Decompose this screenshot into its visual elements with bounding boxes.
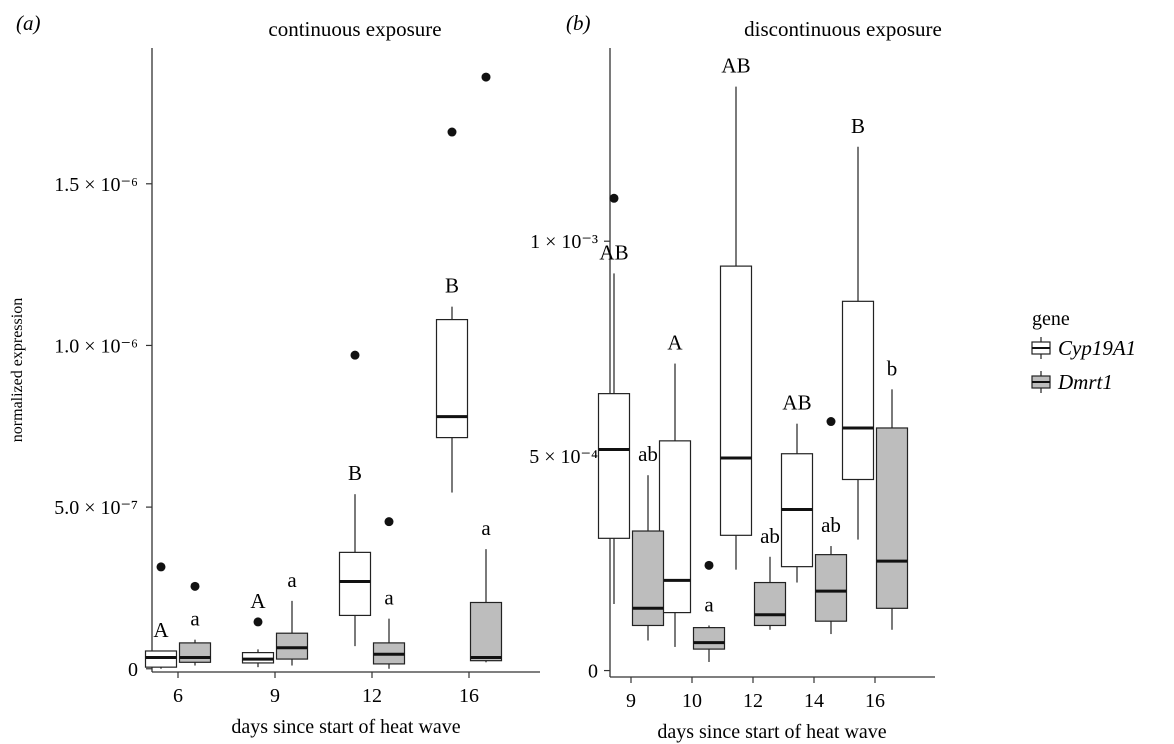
significance-letter: AB xyxy=(721,54,750,78)
box-iqr xyxy=(753,581,787,627)
significance-letter: ab xyxy=(638,442,658,466)
panel-b-x-tick-label: 14 xyxy=(804,690,824,712)
panel-a-y-tick-label: 1.0 × 10⁻⁶ xyxy=(54,335,138,357)
box-iqr xyxy=(469,601,503,662)
panel-a-y-tick-label: 0 xyxy=(128,659,138,681)
significance-letter: A xyxy=(250,589,266,613)
panel-b-box-dmrt1-12: ab xyxy=(753,524,787,630)
panel-a-continuous-exposure: (a) continuous exposure normalized expre… xyxy=(9,11,540,738)
legend-item-dmrt1: Dmrt1 xyxy=(1031,370,1113,394)
box-iqr xyxy=(719,265,753,536)
panel-b-box-dmrt1-10: a xyxy=(692,560,726,662)
legend-item-label: Cyp19A1 xyxy=(1058,336,1136,360)
panel-a-x-axis-title: days since start of heat wave xyxy=(231,716,460,738)
outlier-point xyxy=(156,562,166,572)
box-iqr xyxy=(814,554,848,622)
box-iqr xyxy=(841,300,875,481)
panel-a-box-cyp19a1-9: A xyxy=(241,589,275,668)
panel-a-box-dmrt1-6: a xyxy=(178,581,212,666)
panel-a-box-dmrt1-12: a xyxy=(372,517,406,669)
box-iqr xyxy=(338,551,372,617)
outlier-point xyxy=(384,517,394,527)
box-iqr xyxy=(144,650,178,668)
outlier-point xyxy=(481,72,491,82)
significance-letter: A xyxy=(667,331,683,355)
panel-a-x-tick-label: 12 xyxy=(362,685,382,707)
significance-letter: a xyxy=(190,607,200,631)
panel-b-y-tick-label: 5 × 10⁻⁴ xyxy=(529,446,598,468)
panel-b-box-cyp19a1-9: AB xyxy=(597,193,631,605)
outlier-point xyxy=(350,350,360,360)
significance-letter: b xyxy=(887,356,898,380)
outlier-point xyxy=(447,127,457,137)
panel-a-y-tick-label: 1.5 × 10⁻⁶ xyxy=(54,174,138,196)
box-iqr xyxy=(597,393,631,539)
significance-letter: ab xyxy=(760,524,780,548)
legend-title: gene xyxy=(1032,308,1070,330)
significance-letter: B xyxy=(445,274,459,298)
panel-b-x-tick-label: 10 xyxy=(682,690,702,712)
significance-letter: ab xyxy=(821,513,841,537)
outlier-point xyxy=(826,417,836,427)
box-iqr xyxy=(875,427,909,609)
box-iqr xyxy=(178,642,212,663)
panel-b-box-cyp19a1-14: AB xyxy=(780,391,814,583)
panel-a-x-tick-label: 6 xyxy=(173,685,183,707)
outlier-point xyxy=(253,617,263,627)
significance-letter: A xyxy=(153,618,169,642)
outlier-point xyxy=(190,581,200,591)
significance-letter: a xyxy=(704,592,714,616)
panel-b-box-dmrt1-14: ab xyxy=(814,417,848,635)
panel-a-box-cyp19a1-16: B xyxy=(435,127,469,493)
legend-item-cyp19a1: Cyp19A1 xyxy=(1031,336,1136,360)
significance-letter: a xyxy=(384,586,394,610)
panel-b-box-cyp19a1-16: B xyxy=(841,114,875,540)
panel-a-box-dmrt1-16: a xyxy=(469,72,503,663)
panel-a-x-tick-label: 16 xyxy=(459,685,479,707)
panel-a-box-dmrt1-9: a xyxy=(275,568,309,666)
panel-b-label: (b) xyxy=(566,11,591,35)
outlier-point xyxy=(704,560,714,570)
legend-items: Cyp19A1 Dmrt1 xyxy=(1031,336,1136,394)
panel-b-x-tick-label: 16 xyxy=(865,690,885,712)
panel-b-x-axis-title: days since start of heat wave xyxy=(657,721,886,743)
panel-a-y-axis-title: normalized expression xyxy=(9,298,26,442)
outlier-point xyxy=(609,193,619,203)
panel-a-box-cyp19a1-12: B xyxy=(338,350,372,647)
panel-b-x-tick-label: 12 xyxy=(743,690,763,712)
panel-b-y-tick-label: 0 xyxy=(588,661,598,683)
legend-item-label: Dmrt1 xyxy=(1057,370,1113,394)
box-iqr xyxy=(692,627,726,650)
significance-letter: AB xyxy=(599,240,628,264)
panel-a-label: (a) xyxy=(16,11,41,35)
panel-b-box-dmrt1-9: ab xyxy=(631,442,665,641)
panel-a-box-cyp19a1-6: A xyxy=(144,562,178,669)
significance-letter: B xyxy=(851,114,865,138)
significance-letter: a xyxy=(481,516,491,540)
panel-b-y-tick-label: 1 × 10⁻³ xyxy=(530,231,598,253)
significance-letter: AB xyxy=(782,391,811,415)
panel-b-box-cyp19a1-12: AB xyxy=(719,54,753,570)
panel-a-x-tick-label: 9 xyxy=(270,685,280,707)
box-iqr xyxy=(631,530,665,627)
box-iqr xyxy=(658,440,692,614)
significance-letter: B xyxy=(348,461,362,485)
panel-a-y-tick-label: 5.0 × 10⁻⁷ xyxy=(54,497,138,519)
panel-b-box-dmrt1-16: b xyxy=(875,356,909,630)
panel-a-title: continuous exposure xyxy=(268,17,441,41)
box-iqr xyxy=(435,318,469,439)
panel-a-plot-area: 0 5.0 × 10⁻⁷ 1.0 × 10⁻⁶ 1.5 × 10⁻⁶ 6 9 12 16 A A B… xyxy=(54,48,540,707)
box-iqr xyxy=(275,632,309,660)
panel-b-title: discontinuous exposure xyxy=(744,17,942,41)
significance-letter: a xyxy=(287,568,297,592)
panel-b-plot-area: 0 5 × 10⁻⁴ 1 × 10⁻³ 9 10 12 14 16 AB A AB AB Bab a ab a… xyxy=(529,48,935,712)
legend: gene Cyp19A1 Dmrt1 xyxy=(1031,308,1136,394)
panel-b-x-tick-label: 9 xyxy=(626,690,636,712)
panel-b-box-cyp19a1-10: A xyxy=(658,331,692,647)
panel-b-discontinuous-exposure: (b) discontinuous exposure days since st… xyxy=(529,11,942,743)
